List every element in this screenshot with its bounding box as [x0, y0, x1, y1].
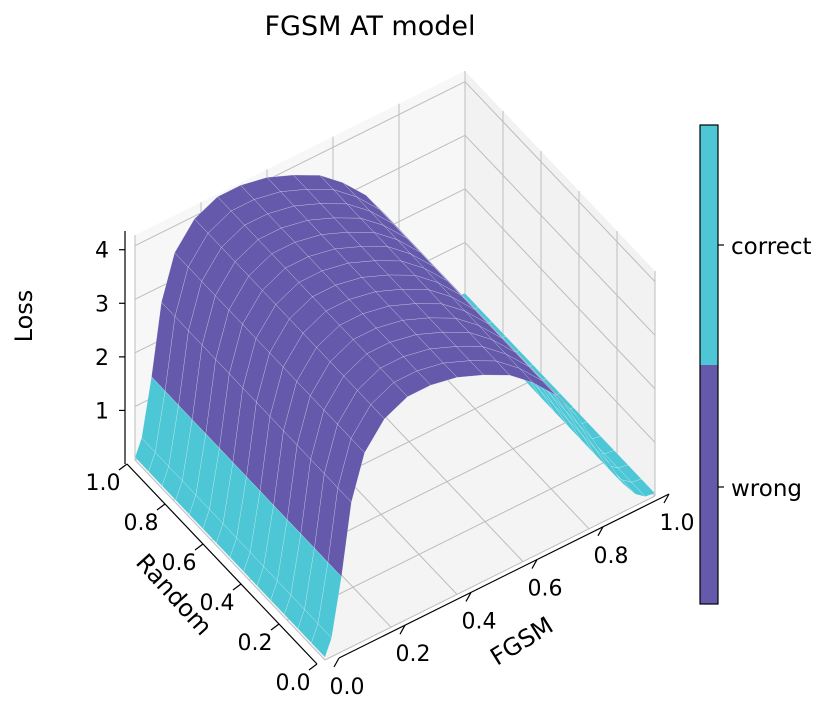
colorbar: correct wrong [699, 124, 812, 605]
y-tick [232, 583, 242, 591]
x-tick [465, 592, 472, 602]
grid-line [286, 455, 618, 621]
y-tick-label: 1.0 [86, 471, 121, 496]
grid-line [324, 495, 656, 661]
x-tick [663, 493, 670, 504]
x-tick-label: 0.0 [330, 675, 365, 700]
x-tick-label: 0.2 [396, 642, 431, 667]
x-tick [333, 657, 340, 668]
grid-line [464, 134, 656, 336]
y-tick-label: 0.2 [238, 631, 273, 656]
x-tick [531, 559, 538, 569]
x-tick-label: 1.0 [660, 511, 695, 536]
y-tick [156, 503, 166, 511]
grid-line [464, 188, 656, 390]
y-tick [308, 663, 318, 671]
y-tick [270, 623, 280, 631]
y-tick [118, 463, 128, 471]
grid-line [464, 242, 656, 443]
chart-title: FGSM AT model [265, 11, 476, 42]
x-tick-label: 0.6 [528, 577, 563, 602]
colorbar-correct-swatch [700, 125, 718, 365]
z-tick-label: 2 [95, 346, 109, 371]
x-axis-line [338, 493, 670, 659]
x-tick [399, 624, 406, 635]
z-tick-label: 4 [95, 239, 109, 264]
surface-patch [311, 623, 332, 658]
grid-line [134, 459, 326, 661]
x-tick [597, 526, 604, 537]
z-tick-label: 1 [95, 399, 109, 424]
y-tick-label: 0.6 [162, 551, 197, 576]
side-pane [465, 71, 655, 496]
loss-surface [134, 174, 656, 658]
y-axis-line [126, 463, 318, 665]
y-tick-label: 0.0 [276, 671, 311, 696]
colorbar-wrong-swatch [700, 365, 718, 604]
y-tick-label: 0.8 [124, 511, 159, 536]
y-tick [194, 543, 204, 551]
grid-line [464, 81, 656, 283]
y-tick-label: 0.4 [200, 591, 235, 616]
z-tick-label: 3 [95, 292, 109, 317]
x-tick-label: 0.4 [462, 609, 497, 634]
grid-line [134, 81, 466, 247]
colorbar-label-correct: correct [731, 234, 812, 260]
colorbar-label-wrong: wrong [731, 476, 802, 502]
x-tick-label: 0.8 [594, 544, 629, 569]
z-axis-label: Loss [10, 290, 38, 343]
colorbar-frame [699, 124, 719, 605]
